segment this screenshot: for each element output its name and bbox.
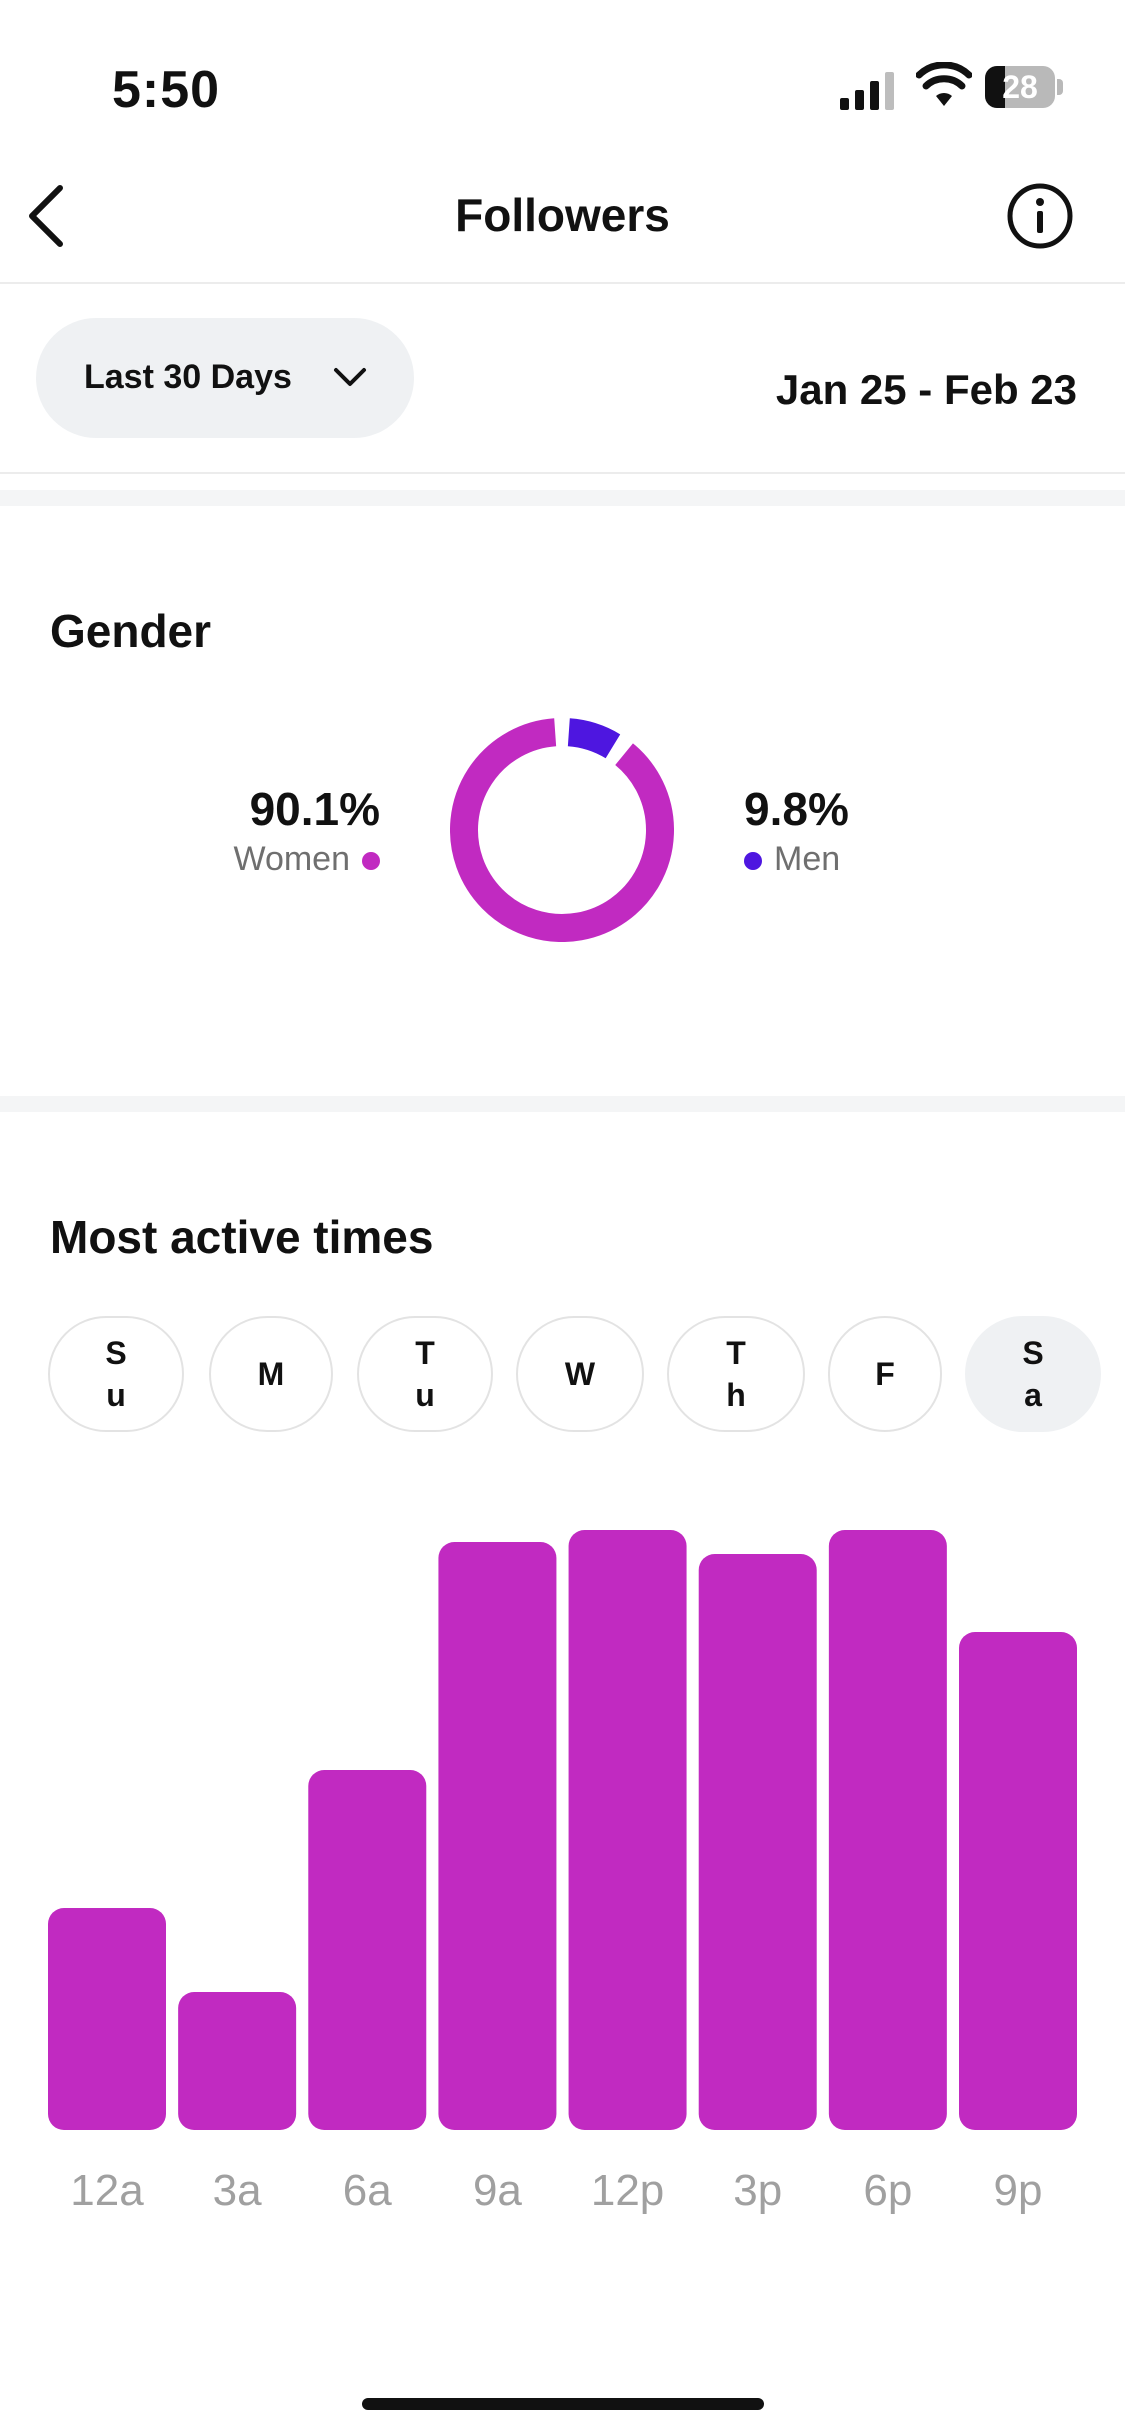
x-tick-label: 12p — [591, 2166, 664, 2215]
info-circle-icon — [1007, 183, 1073, 249]
day-tab-saturday[interactable]: S a — [965, 1316, 1101, 1432]
women-arc — [450, 718, 674, 942]
x-tick-label: 12a — [70, 2166, 144, 2215]
men-legend: Men — [744, 840, 840, 879]
date-range-text: Jan 25 - Feb 23 — [775, 366, 1077, 413]
women-label: Women — [233, 840, 350, 878]
men-percent: 9.8% — [744, 783, 849, 835]
bar-12p — [568, 1530, 687, 2130]
date-range-dropdown-label: Last 30 Days — [84, 358, 292, 396]
battery-icon: 28 — [985, 66, 1065, 108]
section-separator — [0, 1096, 1125, 1112]
day-tab-sunday[interactable]: S u — [48, 1316, 184, 1432]
info-button[interactable] — [1006, 182, 1074, 250]
men-arc — [567, 718, 621, 759]
page-title: Followers — [455, 189, 670, 241]
x-tick-label: 9a — [473, 2166, 522, 2215]
bar-3a — [178, 1992, 297, 2130]
divider — [0, 472, 1125, 474]
x-tick-label: 6p — [863, 2166, 912, 2215]
back-button[interactable] — [22, 184, 72, 248]
day-tab-monday[interactable]: M — [209, 1316, 333, 1432]
chevron-left-icon — [29, 185, 63, 247]
day-tab-thursday[interactable]: T h — [667, 1316, 805, 1432]
bar-9a — [438, 1542, 557, 2130]
women-legend-dot — [362, 852, 380, 871]
women-legend: Women — [160, 840, 380, 879]
x-tick-label: 6a — [343, 2166, 392, 2215]
x-tick-label: 9p — [994, 2166, 1043, 2215]
active-times-section-title: Most active times — [50, 1211, 434, 1263]
wifi-icon — [916, 62, 972, 106]
status-time: 5:50 — [112, 61, 221, 119]
day-tab-wednesday[interactable]: W — [516, 1316, 644, 1432]
x-tick-label: 3p — [733, 2166, 782, 2215]
bar-6a — [308, 1770, 427, 2130]
bar-3p — [698, 1554, 817, 2130]
gender-section-title: Gender — [50, 605, 212, 657]
active-times-bar-chart: 12a 3a 6a 9a 12p 3p 6p 9p — [48, 1530, 1077, 2215]
chevron-down-icon — [334, 368, 366, 386]
cellular-signal-icon — [840, 72, 894, 110]
x-tick-label: 3a — [213, 2166, 262, 2215]
day-tab-friday[interactable]: F — [828, 1316, 942, 1432]
divider — [0, 282, 1125, 284]
day-tab-tuesday[interactable]: T u — [357, 1316, 493, 1432]
section-separator — [0, 490, 1125, 506]
date-range-dropdown[interactable]: Last 30 Days — [36, 318, 414, 438]
men-label: Men — [774, 840, 841, 878]
bar-6p — [828, 1530, 947, 2130]
home-indicator — [362, 2398, 764, 2410]
bar-12a — [48, 1908, 166, 2130]
battery-level: 28 — [1002, 69, 1038, 105]
women-percent: 90.1% — [249, 783, 380, 835]
gender-donut-chart — [450, 718, 674, 942]
bar-9p — [959, 1632, 1077, 2130]
men-legend-dot — [744, 852, 762, 871]
